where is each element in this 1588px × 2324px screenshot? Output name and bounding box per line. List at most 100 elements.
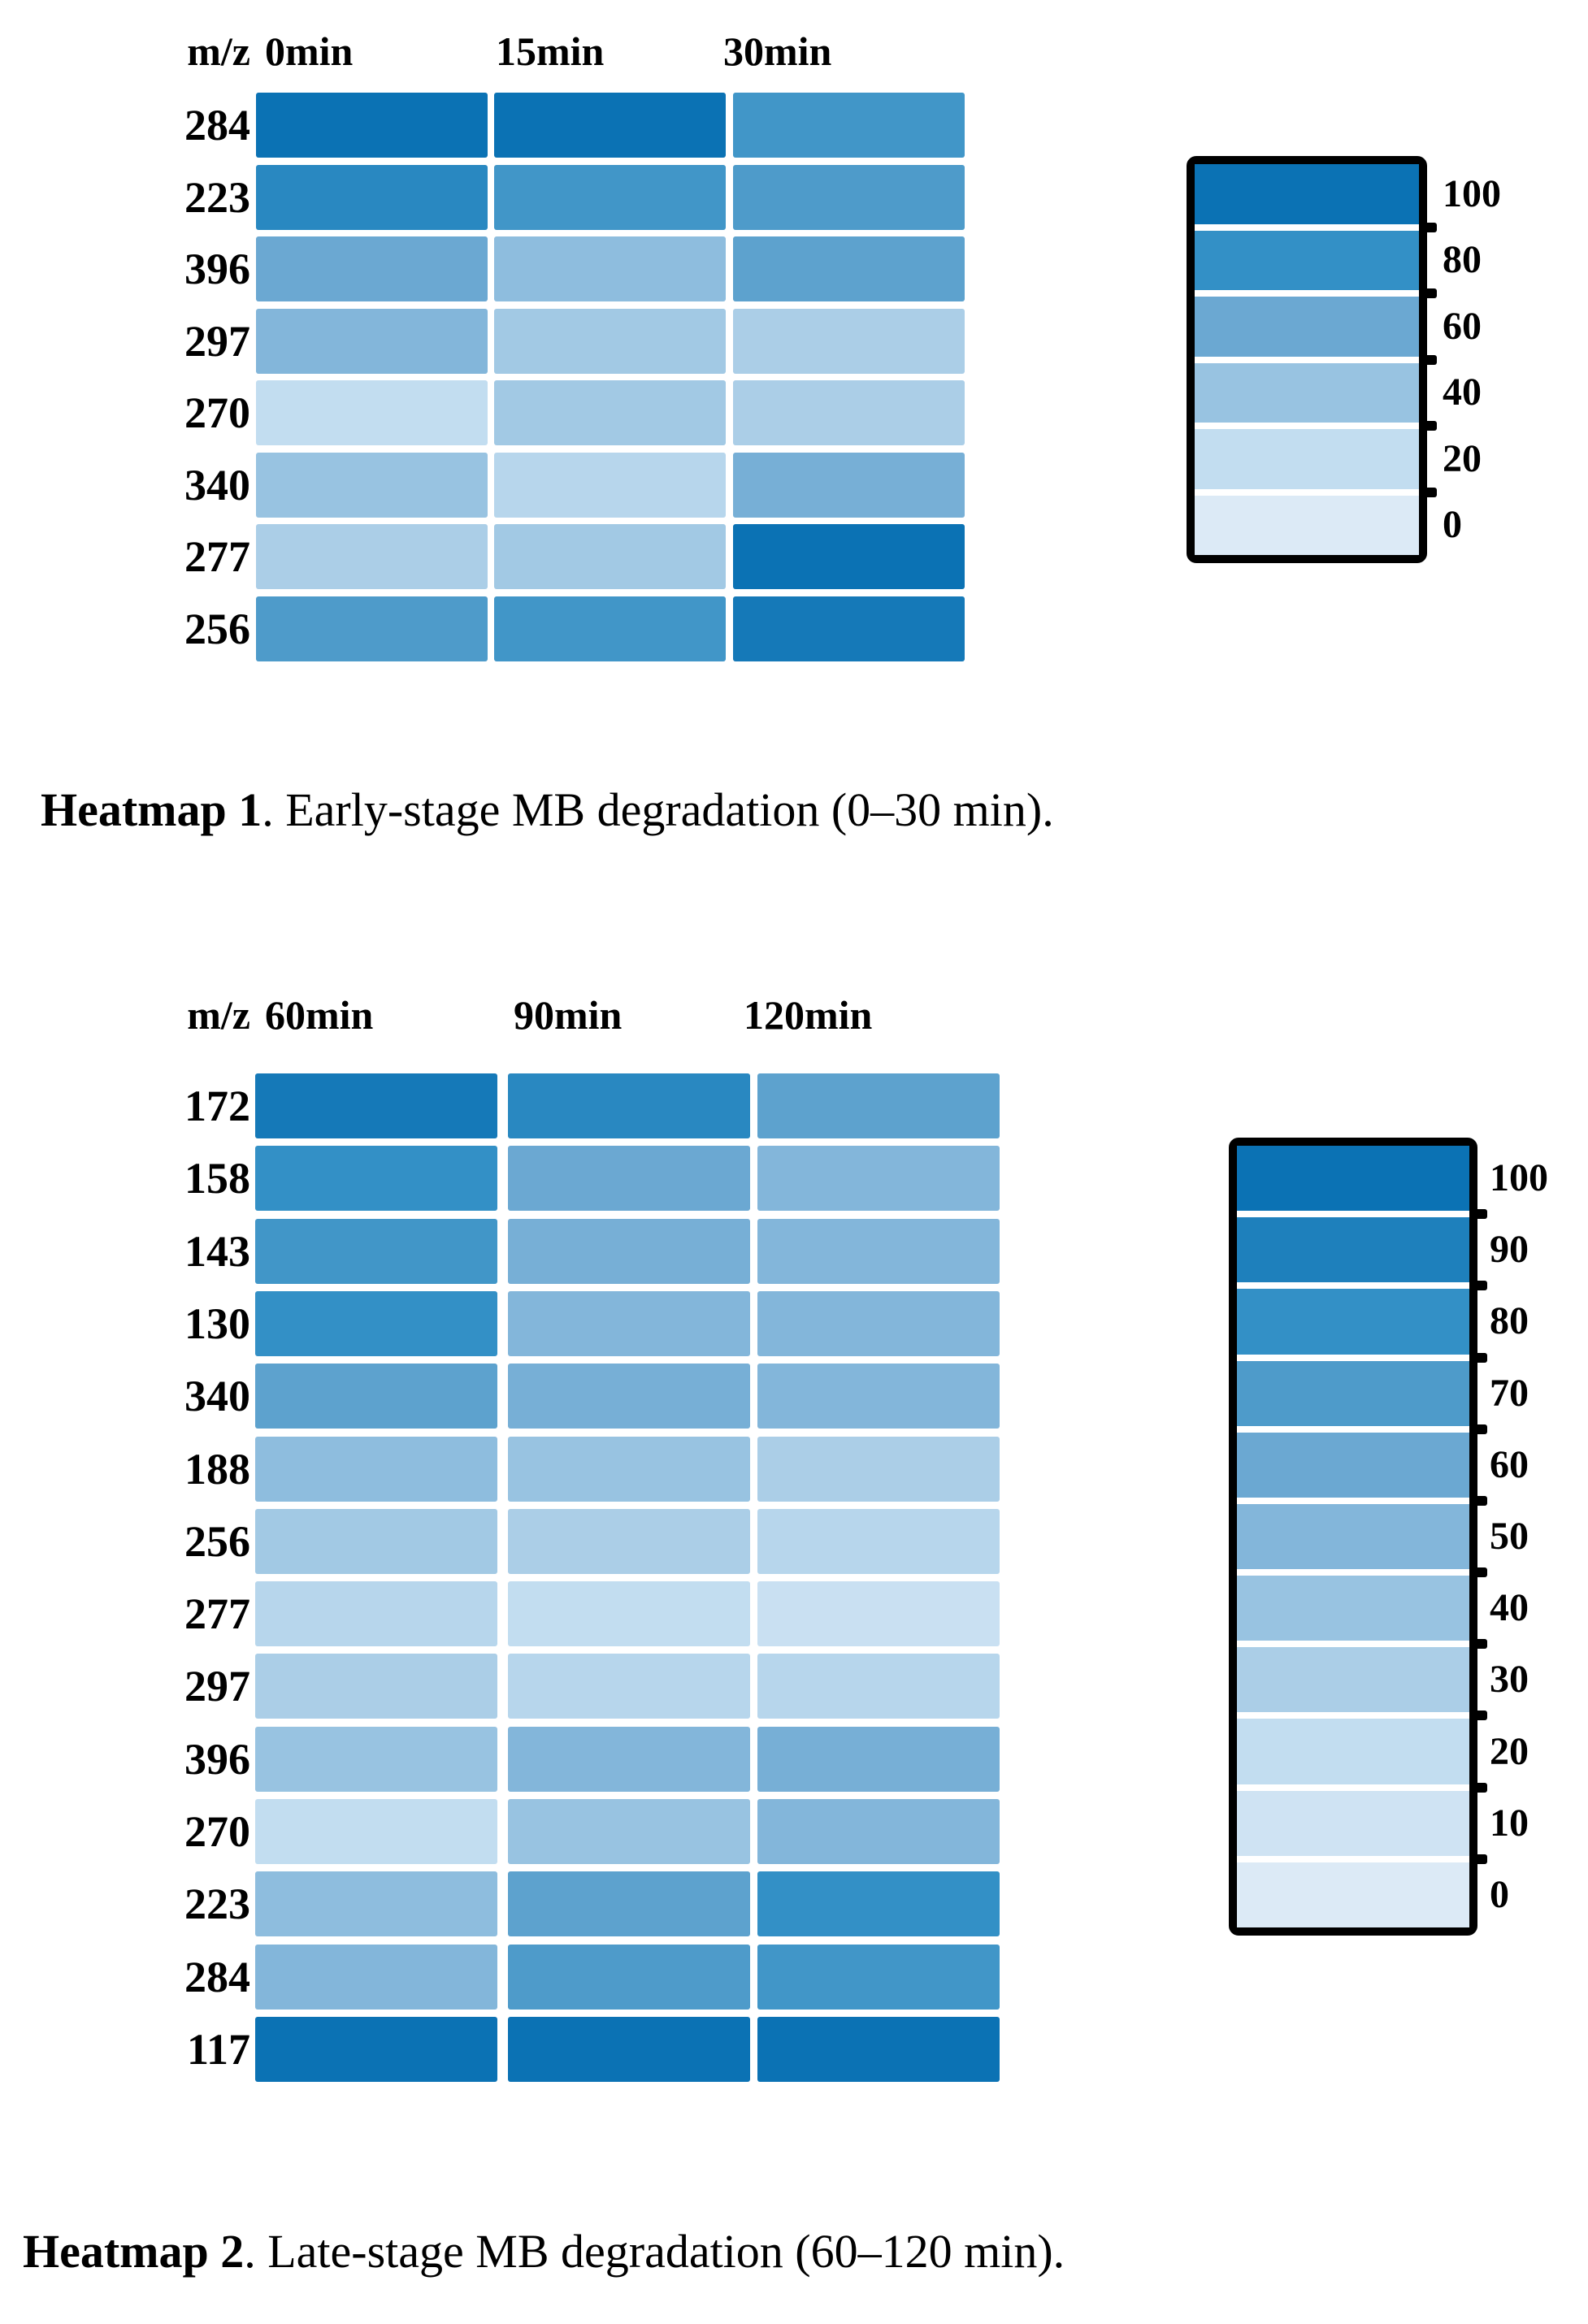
heatmap-cell [255,1654,497,1719]
heatmap-cell [757,1654,1000,1719]
colorbar-tick [1471,1209,1487,1220]
heatmap-cell [508,1437,750,1502]
heatmap-cell [256,524,488,589]
heatmap-cell [256,309,488,374]
colorbar-band-50 [1237,1503,1469,1570]
colorbar-tick-label-0: 0 [1490,1872,1509,1916]
row-label-277: 277 [184,532,250,581]
heatmap-cell [757,1581,1000,1646]
corner-label-mz: m/z [187,28,250,74]
row-label-396: 396 [184,1735,250,1784]
caption-heatmap-1: Heatmap 1. Early-stage MB degradation (0… [41,782,1054,839]
colorbar-band-80 [1237,1289,1469,1355]
colorbar-band-30 [1237,1647,1469,1713]
row-label-172: 172 [184,1082,250,1130]
colorbar-band-70 [1237,1360,1469,1426]
heatmap-cell [256,453,488,518]
column-header-0min: 0min [265,28,354,74]
colorbar-box [1187,156,1427,563]
heatmap-cell [256,93,488,158]
colorbar-tick [1421,487,1437,497]
colorbar-tick [1471,1567,1487,1578]
caption-2-bold: Heatmap 2 [23,2225,245,2278]
colorbar-band-90 [1237,1217,1469,1283]
heatmap-cell [508,1871,750,1936]
colorbar-tick-label-20: 20 [1443,436,1482,480]
heatmap-cell [256,165,488,230]
row-label-158: 158 [184,1154,250,1203]
heatmap-cell [255,1146,497,1211]
heatmap-cell [255,2017,497,2082]
colorbar-tick [1421,354,1437,365]
heatmap-cell [733,236,965,301]
colorbar-band-100 [1237,1146,1469,1212]
heatmap-cell [733,524,965,589]
heatmap-cell [757,1509,1000,1574]
colorbar-tick-label-50: 50 [1490,1515,1529,1558]
heatmap-cell [494,453,726,518]
heatmap-cell [757,1437,1000,1502]
row-label-284: 284 [184,1953,250,2001]
heatmap-cell [733,165,965,230]
row-label-256: 256 [184,605,250,653]
colorbar-band-10 [1237,1790,1469,1856]
row-label-340: 340 [184,461,250,509]
heatmap-cell [508,1654,750,1719]
heatmap-cell [508,1073,750,1138]
colorbar-tick [1421,222,1437,232]
heatmap-cell [757,1727,1000,1792]
heatmap-cell [255,1219,497,1284]
colorbar-band-100 [1195,164,1419,224]
heatmap-cell [494,380,726,445]
colorbar-band-60 [1237,1432,1469,1498]
row-label-143: 143 [184,1227,250,1276]
heatmap-cell [494,165,726,230]
heatmap-cell [256,380,488,445]
colorbar-band-20 [1195,429,1419,489]
colorbar-band-40 [1195,362,1419,423]
heatmap-cell [733,596,965,661]
heatmap-cell [733,380,965,445]
row-label-297: 297 [184,1662,250,1710]
colorbar-band-80 [1195,230,1419,290]
column-header-60min: 60min [265,992,374,1038]
heatmap-cell [757,1799,1000,1864]
colorbar-tick [1471,1639,1487,1650]
heatmap-cell [255,1437,497,1502]
heatmap-cell [255,1945,497,2010]
heatmap-cell [508,1509,750,1574]
heatmap-cell [733,93,965,158]
heatmap-cell [494,236,726,301]
colorbar-tick [1471,1854,1487,1864]
colorbar-band-0 [1195,495,1419,555]
colorbar-band-60 [1195,297,1419,357]
caption-1-text: . Early-stage MB degradation (0–30 min). [262,783,1054,836]
heatmap-cell [508,1219,750,1284]
row-label-396: 396 [184,245,250,293]
heatmap-cell [494,309,726,374]
caption-heatmap-2: Heatmap 2. Late-stage MB degradation (60… [23,2223,1065,2280]
colorbar-band-40 [1237,1576,1469,1641]
heatmap-cell [757,1146,1000,1211]
heatmap-cell [508,1799,750,1864]
heatmap-cell [508,1146,750,1211]
colorbar-tick-label-60: 60 [1443,304,1482,348]
heatmap-cell [494,596,726,661]
colorbar-tick-label-60: 60 [1490,1442,1529,1486]
heatmap-cell [757,1364,1000,1429]
colorbar-band-20 [1237,1719,1469,1784]
heatmap-cell [757,2017,1000,2082]
row-label-277: 277 [184,1589,250,1638]
heatmap-cell [733,453,965,518]
row-label-117: 117 [186,2025,250,2074]
colorbar-tick [1471,1281,1487,1291]
row-label-284: 284 [184,101,250,150]
colorbar-tick [1471,1782,1487,1793]
colorbar-tick-label-30: 30 [1490,1658,1529,1702]
row-label-188: 188 [184,1445,250,1494]
heatmap-cell [255,1727,497,1792]
row-label-223: 223 [184,1880,250,1928]
heatmap-cell [508,1291,750,1356]
column-header-30min: 30min [723,28,832,74]
colorbar-tick-label-80: 80 [1490,1299,1529,1343]
